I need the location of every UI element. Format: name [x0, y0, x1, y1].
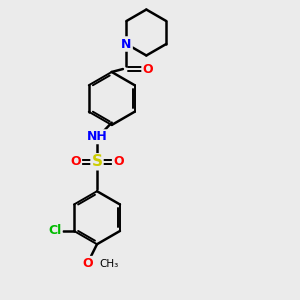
Text: O: O — [83, 257, 94, 270]
Text: S: S — [92, 154, 103, 169]
Text: N: N — [121, 38, 132, 50]
Text: NH: NH — [87, 130, 107, 143]
Text: Cl: Cl — [48, 224, 62, 238]
Text: O: O — [142, 62, 153, 76]
Text: CH₃: CH₃ — [99, 259, 119, 269]
Text: O: O — [113, 155, 124, 168]
Text: O: O — [70, 155, 81, 168]
Text: N: N — [121, 38, 132, 50]
